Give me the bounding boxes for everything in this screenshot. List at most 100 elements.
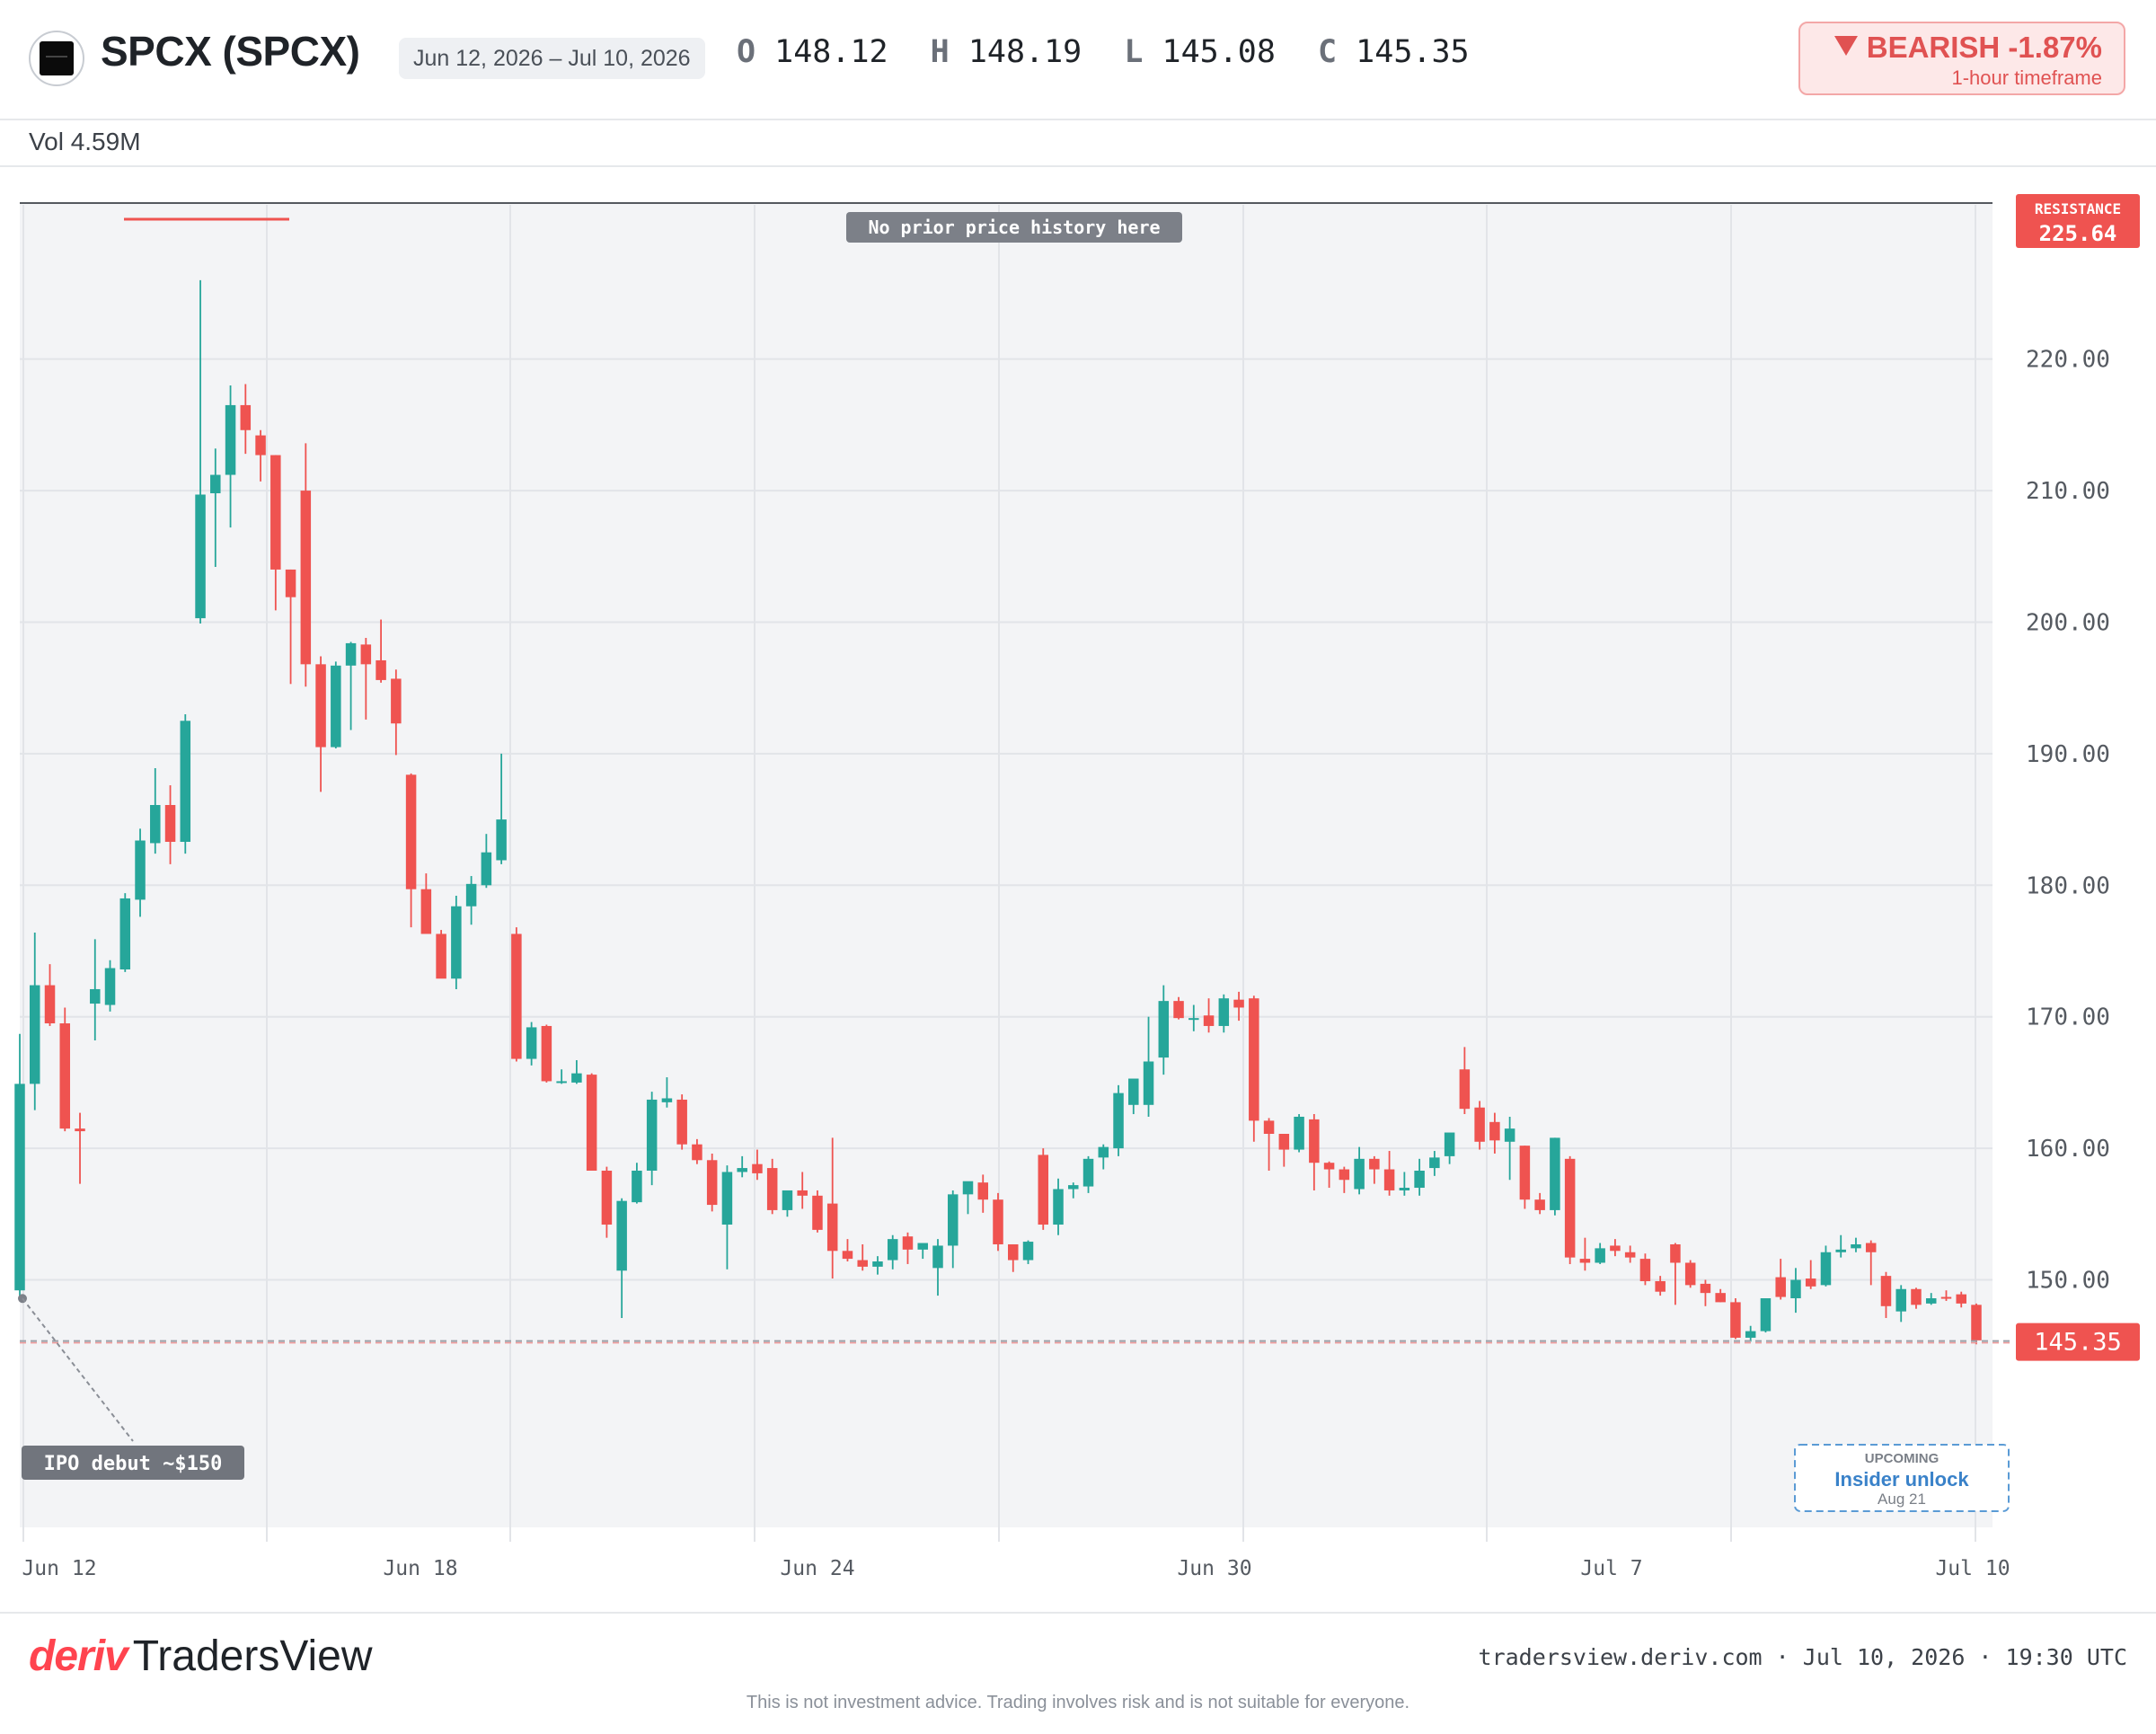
candle-body[interactable] (1595, 1248, 1605, 1263)
candle-body[interactable] (1082, 1158, 1094, 1187)
candle-body[interactable] (210, 474, 221, 494)
candle-body[interactable] (285, 569, 296, 597)
candle-body[interactable] (962, 1181, 974, 1195)
candle-body[interactable] (1022, 1242, 1034, 1261)
candle-body[interactable] (902, 1236, 914, 1250)
candle-body[interactable] (1820, 1252, 1832, 1286)
candle-body[interactable] (1956, 1294, 1966, 1304)
candle-body[interactable] (826, 1203, 838, 1252)
candle-body[interactable] (1323, 1163, 1335, 1170)
candle-body[interactable] (1203, 1015, 1215, 1026)
date-range-chip[interactable]: Jun 12, 2026 – Jul 10, 2026 (399, 38, 705, 79)
candle-body[interactable] (887, 1239, 898, 1261)
candle-body[interactable] (1339, 1169, 1350, 1181)
candle-body[interactable] (842, 1251, 853, 1260)
candle-body[interactable] (1639, 1259, 1651, 1281)
candle-body[interactable] (1519, 1146, 1531, 1200)
candle-body[interactable] (1294, 1116, 1304, 1150)
candle-body[interactable] (1143, 1061, 1154, 1105)
candle-body[interactable] (1745, 1331, 1756, 1338)
candle-body[interactable] (1489, 1121, 1500, 1141)
candle-body[interactable] (164, 804, 176, 842)
candle-body[interactable] (300, 491, 312, 665)
candle-body[interactable] (1730, 1302, 1741, 1338)
candle-body[interactable] (391, 678, 402, 724)
candle-body[interactable] (1128, 1078, 1139, 1105)
candle-body[interactable] (1655, 1280, 1666, 1292)
candle-body[interactable] (240, 404, 252, 430)
candle-body[interactable] (541, 1025, 552, 1082)
candle-body[interactable] (150, 804, 161, 844)
candle-body[interactable] (1895, 1288, 1906, 1312)
candle-body[interactable] (1414, 1170, 1425, 1189)
candle-body[interactable] (1038, 1155, 1049, 1225)
candle-body[interactable] (119, 898, 131, 969)
candle-body[interactable] (465, 883, 477, 907)
candle-body[interactable] (1053, 1189, 1064, 1225)
candle-body[interactable] (857, 1260, 868, 1267)
candle-body[interactable] (75, 1128, 85, 1132)
candle-body[interactable] (766, 1168, 778, 1210)
candle-body[interactable] (917, 1243, 928, 1250)
candle-body[interactable] (104, 968, 116, 1005)
candle-body[interactable] (405, 774, 417, 889)
candle-body[interactable] (752, 1163, 763, 1173)
candle-body[interactable] (1550, 1137, 1560, 1210)
candle-body[interactable] (1309, 1119, 1320, 1163)
candle-body[interactable] (376, 659, 386, 680)
candle-body[interactable] (331, 665, 341, 748)
candle-body[interactable] (451, 906, 462, 979)
candle-body[interactable] (932, 1245, 943, 1269)
candle-body[interactable] (1940, 1296, 1952, 1299)
candle-body[interactable] (1504, 1128, 1515, 1142)
candle-body[interactable] (1369, 1158, 1380, 1170)
candle-body[interactable] (1068, 1185, 1079, 1190)
candle-body[interactable] (1865, 1243, 1877, 1252)
candle-body[interactable] (59, 1023, 71, 1129)
candle-body[interactable] (1971, 1305, 1982, 1340)
candle-body[interactable] (1624, 1252, 1636, 1258)
candle-body[interactable] (1700, 1283, 1711, 1294)
candle-body[interactable] (632, 1170, 642, 1203)
candle-body[interactable] (812, 1195, 823, 1230)
candle-body[interactable] (135, 840, 146, 900)
candle-body[interactable] (1851, 1243, 1861, 1249)
candle-body[interactable] (1610, 1245, 1621, 1252)
candle-body[interactable] (1474, 1107, 1485, 1142)
candle-body[interactable] (360, 644, 372, 665)
candle-body[interactable] (1534, 1199, 1545, 1210)
candle-body[interactable] (1775, 1277, 1786, 1297)
candle-body[interactable] (1880, 1276, 1892, 1306)
candle-body[interactable] (1911, 1288, 1922, 1305)
candle-body[interactable] (481, 852, 492, 886)
candle-body[interactable] (1158, 1001, 1170, 1058)
candle-body[interactable] (436, 933, 446, 979)
candle-body[interactable] (1278, 1134, 1290, 1150)
candle-body[interactable] (30, 985, 40, 1084)
candle-body[interactable] (511, 933, 522, 1059)
candle-body[interactable] (571, 1073, 582, 1083)
candle-body[interactable] (420, 889, 432, 934)
candle-body[interactable] (195, 494, 206, 619)
candle-body[interactable] (1098, 1146, 1109, 1158)
candle-body[interactable] (1113, 1093, 1124, 1149)
candle-body[interactable] (661, 1098, 673, 1102)
candle-body[interactable] (646, 1099, 658, 1171)
candle-body[interactable] (180, 721, 191, 842)
candle-body[interactable] (556, 1081, 567, 1084)
candle-body[interactable] (1249, 998, 1259, 1121)
candle-body[interactable] (496, 819, 507, 861)
candle-body[interactable] (1579, 1259, 1591, 1263)
candle-body[interactable] (1670, 1243, 1681, 1263)
candle-body[interactable] (526, 1027, 537, 1059)
candle-body[interactable] (586, 1075, 597, 1171)
candle-body[interactable] (947, 1194, 959, 1246)
candle-body[interactable] (1429, 1157, 1440, 1169)
candle-body[interactable] (872, 1261, 883, 1267)
candle-body[interactable] (1684, 1262, 1696, 1286)
candle-body[interactable] (993, 1199, 1003, 1244)
candle-body[interactable] (1715, 1293, 1726, 1303)
candle-body[interactable] (1835, 1249, 1846, 1252)
candle-body[interactable] (782, 1190, 793, 1210)
candle-body[interactable] (345, 642, 357, 666)
